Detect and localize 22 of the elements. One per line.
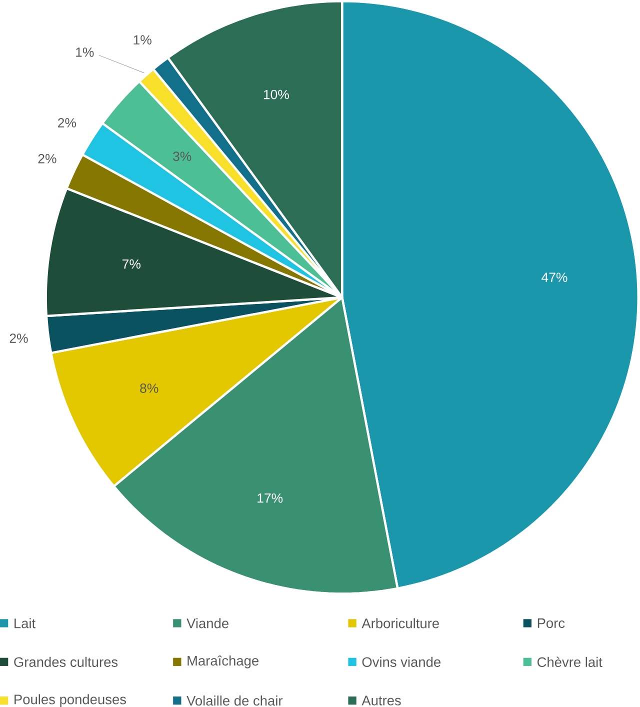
legend-label: Chèvre lait — [538, 656, 603, 668]
legend-label: Autres — [362, 696, 402, 706]
legend-label: Viande — [186, 618, 229, 628]
data-label: 8% — [140, 384, 158, 393]
legend-label: Porc — [538, 618, 565, 628]
data-label: 2% — [38, 154, 57, 164]
legend-label: Arboriculture — [362, 618, 440, 628]
data-label: 2% — [10, 334, 28, 343]
data-label: 1% — [76, 48, 94, 57]
data-label: 1% — [134, 35, 152, 45]
legend-label: Poules pondeuses — [14, 694, 126, 707]
legend-label: Grandes cultures — [14, 656, 118, 667]
legend-label: Lait — [14, 618, 36, 628]
data-label: 10% — [264, 90, 290, 100]
data-label: 7% — [122, 259, 141, 269]
data-label: 17% — [258, 493, 283, 503]
data-label: 2% — [58, 118, 76, 128]
data-label: 3% — [173, 152, 192, 162]
legend-label: Volaille de chair — [186, 696, 283, 706]
legend-label: Maraîchage — [188, 655, 259, 668]
data-label: 47% — [542, 272, 568, 282]
legend-label: Ovins viande — [362, 656, 441, 667]
